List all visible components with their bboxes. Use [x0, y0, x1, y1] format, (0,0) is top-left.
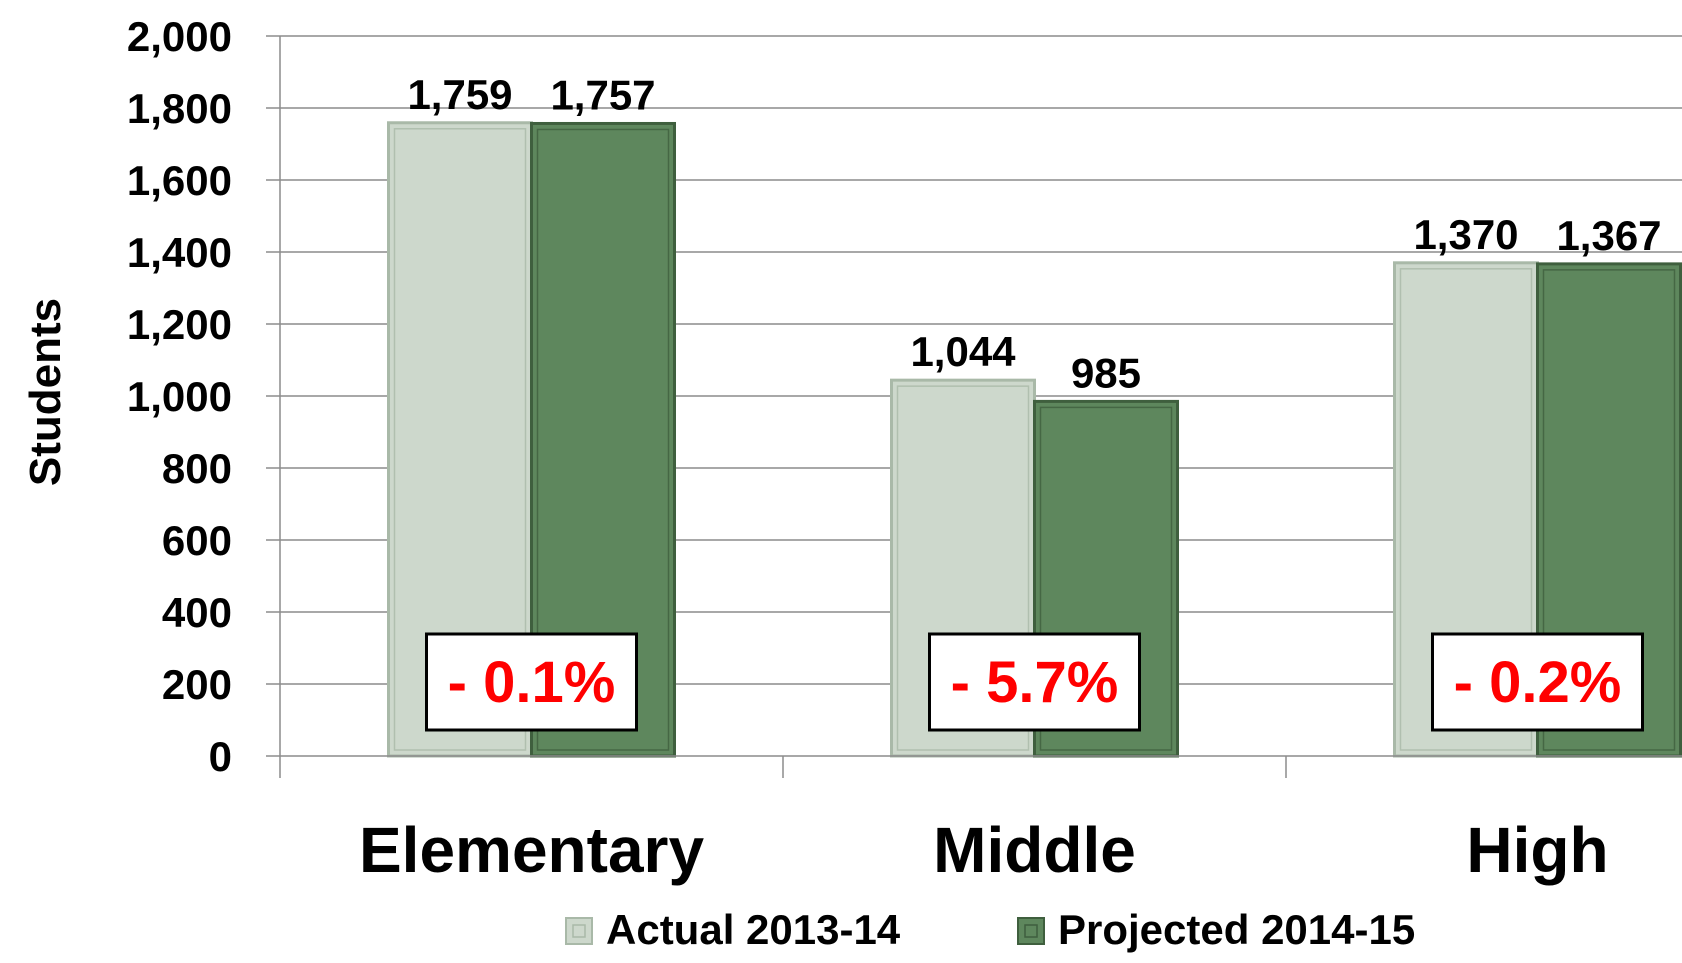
axes: [279, 36, 1682, 778]
legend-label: Actual 2013-14: [606, 906, 901, 953]
y-tick-label: 200: [162, 661, 232, 708]
data-label: 1,757: [550, 71, 655, 118]
change-label: - 5.7%: [951, 650, 1119, 715]
y-tick-label: 0: [209, 733, 232, 780]
y-tick-label: 600: [162, 517, 232, 564]
data-label: 1,367: [1556, 212, 1661, 259]
bar-inner-border: [1399, 268, 1533, 751]
legend-swatch-inner: [1024, 924, 1038, 938]
legend-label: Projected 2014-15: [1058, 906, 1415, 953]
change-box: [425, 632, 638, 732]
data-label: 1,370: [1413, 211, 1518, 258]
bar-inner-border: [896, 385, 1030, 751]
data-label: 985: [1071, 349, 1141, 396]
change-box: [928, 632, 1141, 732]
change-box: [1431, 632, 1644, 732]
category-label-high: High: [1466, 814, 1608, 886]
data-label: 1,759: [407, 71, 512, 118]
bar-inner-border: [1039, 406, 1173, 751]
legend-swatch-inner: [572, 924, 586, 938]
data-label: 1,044: [910, 328, 1016, 375]
y-tick-label: 2,000: [127, 13, 232, 60]
bar-inner-border: [393, 128, 527, 751]
y-axis-label: Students: [21, 298, 70, 486]
legend-swatch: [1017, 917, 1045, 945]
category-label-elementary: Elementary: [359, 814, 704, 886]
y-tick-label: 1,600: [127, 157, 232, 204]
y-tick-label: 1,400: [127, 229, 232, 276]
legend-swatch: [565, 917, 593, 945]
y-tick-label: 1,800: [127, 85, 232, 132]
bar-inner-border: [536, 128, 670, 751]
change-boxes: - 0.1% - 5.7% - 0.2%: [425, 632, 1644, 732]
change-label: - 0.2%: [1454, 650, 1622, 715]
legend: Actual 2013-14 Projected 2014-15: [565, 906, 1415, 953]
y-tick-label: 400: [162, 589, 232, 636]
y-tick-label: 800: [162, 445, 232, 492]
category-labels: Elementary Middle High: [359, 814, 1609, 886]
y-tick-labels: 0 200 400 600 800 1,000 1,200 1,400 1,600 1,800 2,…: [127, 13, 232, 780]
change-label: - 0.1%: [448, 650, 616, 715]
category-label-middle: Middle: [933, 814, 1136, 886]
y-tick-label: 1,200: [127, 301, 232, 348]
bar-inner-border: [1542, 269, 1676, 751]
data-labels: 1,759 1,757 1,044 985 1,370 1,367: [407, 71, 1661, 397]
y-tick-label: 1,000: [127, 373, 232, 420]
